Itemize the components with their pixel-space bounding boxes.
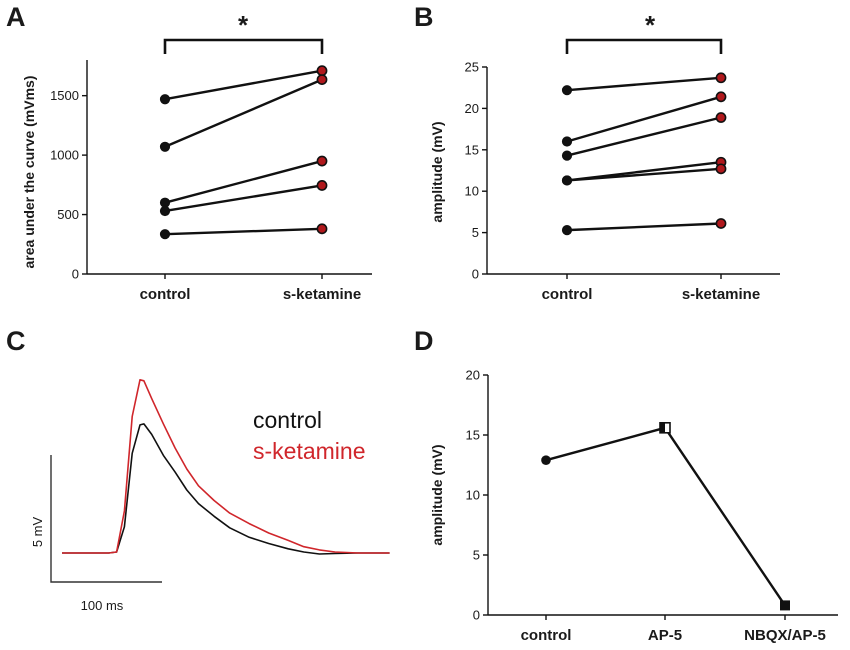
panel-b-series-3-s-ketamine-point	[715, 112, 727, 123]
panel-b-series-1-line	[566, 76, 722, 92]
panel-letter-d: D	[414, 326, 434, 356]
panel-d-line	[545, 426, 786, 607]
panel-a-series-4-line	[164, 184, 323, 213]
panel-b-y-tick-label: 5	[472, 225, 479, 240]
scale-bar-time-label: 100 ms	[81, 598, 124, 613]
panel-d: D amplitude (mV) 0 5 10 15 20 control AP-5 NBQX…	[414, 326, 838, 644]
panel-b-series-5-line	[566, 167, 722, 182]
panel-letter-c: C	[6, 326, 26, 356]
panel-a-significance-bracket: *	[163, 10, 324, 54]
panel-d-x-tick-label: AP-5	[648, 627, 682, 644]
scale-bar-voltage-label: 5 mV	[30, 517, 45, 548]
panel-d-point-ap-5-fill	[660, 422, 665, 433]
panel-d-y-tick-label: 15	[466, 428, 480, 443]
significance-bracket-line	[565, 38, 723, 54]
panel-d-y-tick-label: 10	[466, 488, 480, 503]
panel-d-y-tick-label: 5	[473, 548, 480, 563]
panel-b-series-1-s-ketamine-point	[715, 72, 727, 84]
panel-a-series-3-s-ketamine-point	[316, 155, 328, 167]
panel-a-series-5-line	[164, 227, 323, 236]
significance-bracket-line	[163, 38, 324, 54]
trace-s-ketamine	[62, 378, 390, 554]
panel-b-significance-bracket: *	[565, 10, 723, 54]
trace-control	[62, 423, 390, 555]
significance-star: *	[645, 10, 656, 40]
panel-d-y-axis-title: amplitude (mV)	[429, 444, 445, 545]
panel-a-x-tick-label: s-ketamine	[283, 286, 361, 303]
panel-b-y-tick-label: 25	[465, 60, 479, 75]
panel-b-series-1-control-point	[561, 85, 573, 96]
panel-a-series-2-s-ketamine-point	[316, 74, 328, 86]
panel-d-x-tick-label: NBQX/AP-5	[744, 627, 826, 644]
panel-letter-b: B	[414, 2, 434, 32]
panel-d-y-tick-label: 0	[473, 608, 480, 623]
panel-a-series-2-line	[164, 78, 323, 148]
panel-b-x-tick-label: s-ketamine	[682, 286, 760, 303]
panel-d-x-tick-label: control	[521, 627, 572, 644]
panel-b-series-5-control-point	[561, 175, 573, 186]
panel-a-series-2-control-point	[159, 141, 171, 152]
panel-d-point-ap-5	[659, 421, 671, 434]
panel-a-series-1-line	[164, 69, 323, 101]
panel-a-series-5-s-ketamine-point	[316, 223, 328, 235]
panel-a-series-5-control-point	[159, 229, 171, 240]
panel-a-axes: 0 500 1000 1500 control s-ketamine	[50, 60, 372, 303]
scale-bar-lines	[50, 455, 162, 583]
panel-d-data	[541, 421, 790, 611]
panel-a-y-tick-label: 1500	[50, 88, 79, 103]
panel-b-series-6-s-ketamine-point	[715, 218, 727, 229]
panel-b-y-tick-label: 20	[465, 101, 479, 116]
panel-d-axes: 0 5 10 15 20 control AP-5 NBQX/AP-5	[466, 368, 838, 644]
legend-s-ketamine: s-ketamine	[253, 438, 365, 464]
panel-a-y-tick-label: 500	[57, 207, 79, 222]
panel-b-series-2-control-point	[561, 136, 573, 147]
panel-a-series-3-control-point	[159, 197, 171, 208]
panel-letter-a: A	[6, 2, 26, 32]
panel-b-series-3-line	[566, 116, 722, 157]
panel-b-series-6-control-point	[561, 225, 573, 236]
panel-a-y-tick-label: 0	[72, 267, 79, 282]
panel-b-data	[561, 72, 727, 236]
panel-b-axes: 0 5 10 15 20 25 control s-ketamine	[465, 60, 780, 303]
panel-b-series-2-s-ketamine-point	[715, 91, 727, 103]
panel-b-x-tick-label: control	[542, 286, 593, 303]
panel-a-series-1-s-ketamine-point	[316, 65, 328, 77]
panel-a-series-4-s-ketamine-point	[316, 180, 328, 191]
scale-bar: 5 mV 100 ms	[30, 455, 162, 613]
panel-a-x-tick-label: control	[140, 286, 191, 303]
panel-b-series-2-line	[566, 95, 722, 143]
legend-control: control	[253, 407, 322, 433]
panel-b-y-tick-label: 10	[465, 184, 479, 199]
panel-b-y-tick-label: 15	[465, 142, 479, 157]
panel-d-point-nbqx-ap-5	[780, 600, 790, 611]
panel-b-y-axis-title: amplitude (mV)	[429, 121, 445, 222]
panel-c-traces	[62, 378, 390, 555]
panel-a: A area under the curve (mVms) 0 500 1000 15…	[6, 2, 372, 303]
panel-a-y-tick-label: 1000	[50, 148, 79, 163]
panel-a-series-1-control-point	[159, 94, 171, 105]
significance-star: *	[238, 10, 249, 40]
panel-a-data	[159, 65, 328, 240]
panel-c: C control s-ketamine 5 mV 100 ms	[6, 326, 390, 613]
panel-a-series-4-control-point	[159, 205, 171, 217]
panel-b-y-tick-label: 0	[472, 267, 479, 282]
panel-a-y-axis-title: area under the curve (mVms)	[21, 76, 37, 269]
panel-d-y-tick-label: 20	[466, 368, 480, 383]
panel-a-series-3-line	[164, 159, 323, 204]
panel-b-series-3-control-point	[561, 150, 573, 161]
panel-d-point-control	[541, 455, 551, 466]
panel-b-series-5-s-ketamine-point	[715, 163, 727, 175]
panel-b: B amplitude (mV) 0 5 10 15 20 25 control s-keta…	[414, 2, 780, 303]
panel-b-series-6-line	[566, 222, 722, 232]
